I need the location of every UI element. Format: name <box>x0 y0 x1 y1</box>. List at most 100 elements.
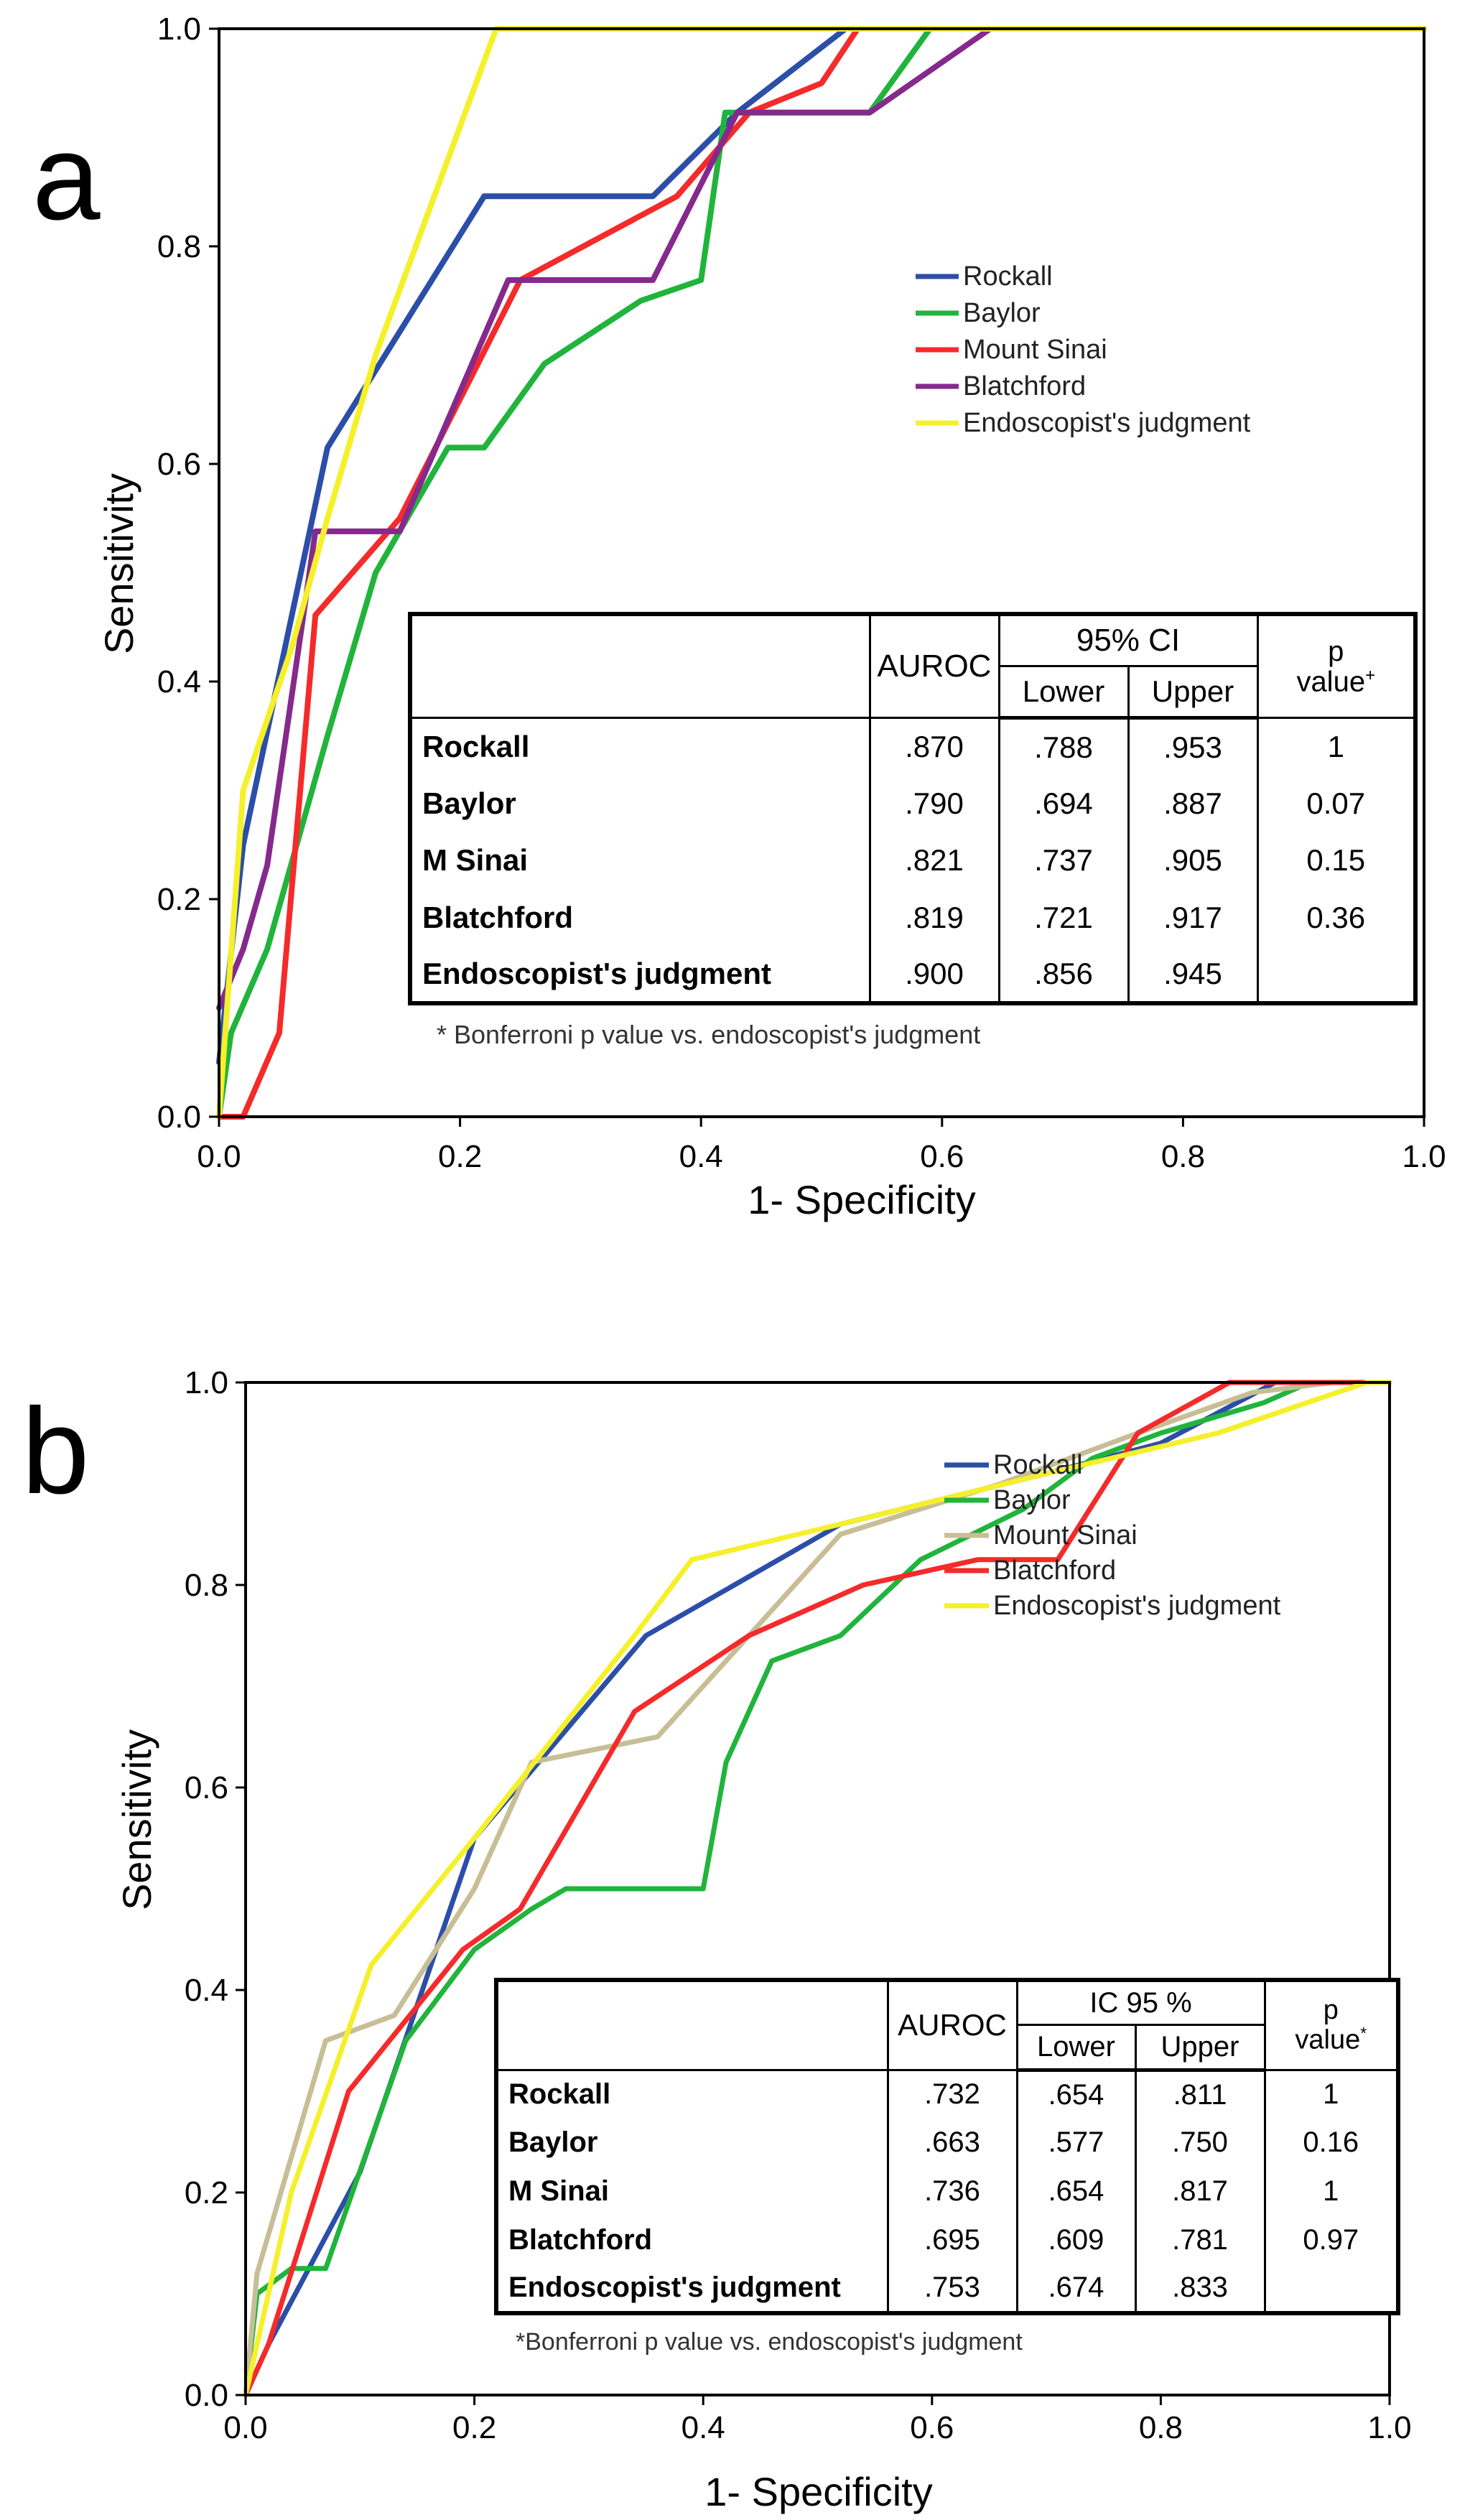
legend-label: Blatchford <box>963 371 1086 401</box>
table-row: Endoscopist's judgment .753 .674 .833 <box>495 2264 1400 2313</box>
row-name: Rockall <box>495 2070 889 2119</box>
x-tick-label: 0.6 <box>920 1139 964 1174</box>
y-tick-label: 0.4 <box>185 1973 228 2008</box>
x-tick-label: 0.0 <box>197 1139 241 1174</box>
row-lower: .737 <box>997 832 1130 889</box>
table-row: Rockall .870 .788 .953 1 <box>409 717 1417 776</box>
row-upper: .905 <box>1127 832 1259 889</box>
col-header-auroc: AUROC <box>886 1980 1018 2071</box>
row-auroc: .753 <box>886 2264 1018 2313</box>
col-header-p-line1: p <box>1328 635 1344 667</box>
y-axis-title: Sensitivity <box>96 473 141 654</box>
series-line-endoscopist-s-judgment <box>243 1380 1392 2398</box>
panel-label: b <box>22 1383 90 1520</box>
table-row: M Sinai .821 .737 .905 0.15 <box>409 832 1417 889</box>
legend-label: Blatchford <box>993 1556 1116 1586</box>
row-lower: .654 <box>1015 2167 1137 2216</box>
y-tick-label: 0.8 <box>185 1568 228 1603</box>
row-name: Rockall <box>409 717 871 776</box>
row-auroc: .821 <box>868 832 1000 889</box>
row-lower: .609 <box>1015 2216 1137 2265</box>
table-corner <box>495 1980 889 2071</box>
col-header-p-line2: value* <box>1295 2023 1367 2055</box>
row-lower: .721 <box>997 888 1130 947</box>
x-axis-title: 1- Specificity <box>748 1177 975 1222</box>
legend-label: Rockall <box>993 1450 1083 1480</box>
row-name: M Sinai <box>409 832 871 889</box>
row-p: 1 <box>1263 2070 1400 2119</box>
row-p: 0.36 <box>1256 888 1417 947</box>
col-header-p-line2: value+ <box>1296 665 1376 698</box>
row-upper: .817 <box>1134 2167 1266 2216</box>
y-tick-label: 0.0 <box>157 1099 201 1135</box>
row-upper: .833 <box>1134 2264 1266 2313</box>
row-upper: .811 <box>1134 2070 1266 2119</box>
row-p: 1 <box>1256 717 1417 776</box>
col-header-lower: Lower <box>997 666 1130 720</box>
roc-panel-a: a 0.0 0.2 0.4 0.6 0.8 1.0 0.0 0.2 0.4 0.6 0.8 1.0 1… <box>32 11 1446 1222</box>
row-name: Blatchford <box>409 888 871 947</box>
col-header-upper: Upper <box>1127 666 1259 720</box>
x-tick-label: 0.8 <box>1139 2410 1183 2445</box>
y-tick-label: 0.0 <box>185 2378 228 2413</box>
row-p <box>1263 2264 1400 2313</box>
row-p: 0.07 <box>1256 775 1417 832</box>
y-tick-label: 0.6 <box>157 447 201 482</box>
row-upper: .945 <box>1127 946 1259 1003</box>
roc-chart-b: b 0.0 0.2 0.4 0.6 0.8 1.0 0.0 0.2 0.4 0.6 0.8 1.0 1… <box>22 1365 1412 2514</box>
y-tick-label: 0.2 <box>185 2175 228 2210</box>
series-line-mount-sinai <box>243 1380 1392 2398</box>
row-p: 0.97 <box>1263 2216 1400 2265</box>
legend-label: Rockall <box>963 261 1053 292</box>
row-upper: .750 <box>1134 2119 1266 2167</box>
row-auroc: .736 <box>886 2167 1018 2216</box>
row-auroc: .663 <box>886 2119 1018 2167</box>
x-tick-label: 0.2 <box>438 1139 482 1174</box>
x-tick-label: 0.4 <box>679 1139 723 1174</box>
x-tick-label: 1.0 <box>1367 2410 1411 2445</box>
y-tick-label: 0.8 <box>157 229 201 264</box>
series-line-blatchford <box>243 1380 1392 2398</box>
col-header-lower: Lower <box>1015 2024 1137 2072</box>
legend-label: Mount Sinai <box>963 335 1107 365</box>
row-p: 1 <box>1263 2167 1400 2216</box>
table-row: Endoscopist's judgment .900 .856 .945 <box>409 946 1417 1003</box>
col-header-ci: 95% CI <box>997 614 1259 667</box>
col-header-p-line1: p <box>1323 1994 1339 2025</box>
legend-label: Baylor <box>993 1485 1071 1515</box>
row-name: Blatchford <box>495 2216 889 2265</box>
y-tick-label: 1.0 <box>185 1365 228 1400</box>
row-p <box>1256 946 1417 1003</box>
row-name: M Sinai <box>495 2167 889 2216</box>
series-line-blatchford <box>216 26 1427 1011</box>
x-tick-label: 1.0 <box>1402 1139 1446 1174</box>
row-lower: .694 <box>997 775 1130 832</box>
legend: Rockall Baylor Mount Sinai Blatchford Endosc… <box>916 261 1251 438</box>
table-row: Blatchford .695 .609 .781 0.97 <box>495 2216 1400 2265</box>
col-header-auroc: AUROC <box>868 614 1000 720</box>
row-auroc: .790 <box>868 775 1000 832</box>
legend-label: Mount Sinai <box>993 1520 1138 1550</box>
table-body: Rockall .870 .788 .953 1 Baylor .790 .69… <box>409 717 1417 1003</box>
row-auroc: .870 <box>868 717 1000 776</box>
roc-chart-a: a 0.0 0.2 0.4 0.6 0.8 1.0 0.0 0.2 0.4 0.6 0.8 1.0 1… <box>32 11 1446 1222</box>
row-auroc: .695 <box>886 2216 1018 2265</box>
col-header-ci: IC 95 % <box>1015 1980 1266 2027</box>
legend: Rockall Baylor Mount Sinai Blatchford Endosc… <box>944 1450 1281 1621</box>
legend-label: Endoscopist's judgment <box>993 1591 1281 1621</box>
series-line-rockall <box>243 1380 1392 2398</box>
table-footnote: * Bonferroni p value vs. endoscopist's j… <box>437 1020 981 1049</box>
row-p: 0.15 <box>1256 832 1417 889</box>
table-row: Baylor .790 .694 .887 0.07 <box>409 775 1417 832</box>
row-name: Baylor <box>409 775 871 832</box>
roc-panel-b: b 0.0 0.2 0.4 0.6 0.8 1.0 0.0 0.2 0.4 0.6 0.8 1.0 1… <box>0 1260 1470 2519</box>
x-tick-label: 0.8 <box>1161 1139 1205 1174</box>
table-footnote: *Bonferroni p value vs. endoscopist's ju… <box>516 2328 1023 2356</box>
row-auroc: .819 <box>868 888 1000 947</box>
row-upper: .953 <box>1127 717 1259 776</box>
table-body: Rockall .732 .654 .811 1 Baylor .663 .57… <box>495 2070 1400 2313</box>
x-tick-label: 0.4 <box>681 2410 725 2445</box>
table-row: Rockall .732 .654 .811 1 <box>495 2070 1400 2119</box>
x-tick-label: 0.6 <box>910 2410 954 2445</box>
panel-label: a <box>32 109 101 246</box>
